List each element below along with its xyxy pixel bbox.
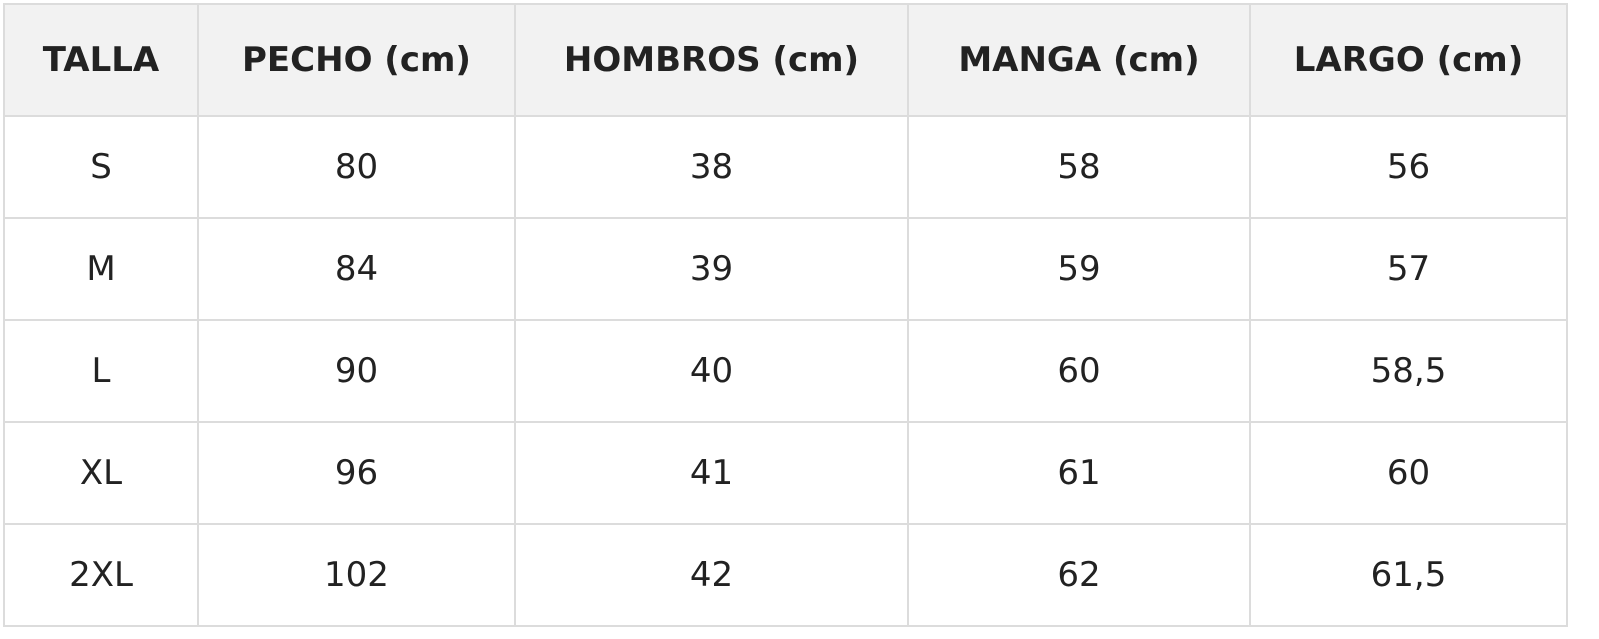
table-cell: 38 [514, 115, 909, 219]
table-header: TALLA PECHO (cm) HOMBROS (cm) MANGA (cm) LAR… [3, 3, 1568, 117]
table-cell: 41 [514, 421, 909, 525]
table-cell: 59 [907, 217, 1251, 321]
header-cell: PECHO (cm) [197, 3, 516, 117]
table-cell: 96 [197, 421, 516, 525]
header-cell: MANGA (cm) [907, 3, 1251, 117]
table-cell: XL [3, 421, 199, 525]
table-row: M 84 39 59 57 [3, 217, 1568, 321]
table-cell: 90 [197, 319, 516, 423]
table-cell: 58,5 [1249, 319, 1568, 423]
table-cell: 40 [514, 319, 909, 423]
table-cell: 39 [514, 217, 909, 321]
size-table: TALLA PECHO (cm) HOMBROS (cm) MANGA (cm) LAR… [3, 3, 1568, 627]
table-cell: 61,5 [1249, 523, 1568, 627]
header-cell: LARGO (cm) [1249, 3, 1568, 117]
header-row: TALLA PECHO (cm) HOMBROS (cm) MANGA (cm) LAR… [3, 3, 1568, 117]
table-cell: 56 [1249, 115, 1568, 219]
table-cell: 60 [1249, 421, 1568, 525]
header-cell: TALLA [3, 3, 199, 117]
table-cell: 80 [197, 115, 516, 219]
table-body: S 80 38 58 56 M 84 39 59 57 L 90 40 60 58,5 XL 96 41 61 60 2… [3, 115, 1568, 627]
table-cell: 2XL [3, 523, 199, 627]
table-cell: 84 [197, 217, 516, 321]
table-cell: M [3, 217, 199, 321]
table-row: XL 96 41 61 60 [3, 421, 1568, 525]
table-row: S 80 38 58 56 [3, 115, 1568, 219]
table-row: L 90 40 60 58,5 [3, 319, 1568, 423]
table-row: 2XL 102 42 62 61,5 [3, 523, 1568, 627]
table-cell: 42 [514, 523, 909, 627]
table-cell: 58 [907, 115, 1251, 219]
table-cell: 102 [197, 523, 516, 627]
table-cell: S [3, 115, 199, 219]
table-cell: 62 [907, 523, 1251, 627]
table-cell: 60 [907, 319, 1251, 423]
table-cell: 57 [1249, 217, 1568, 321]
header-cell: HOMBROS (cm) [514, 3, 909, 117]
table-cell: L [3, 319, 199, 423]
table-cell: 61 [907, 421, 1251, 525]
